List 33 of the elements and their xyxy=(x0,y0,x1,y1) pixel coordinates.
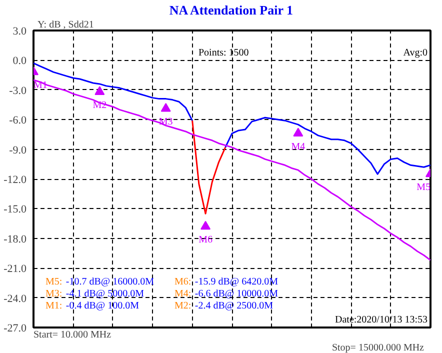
annotation: Points: 1500 xyxy=(198,48,249,58)
annotation: M1: -0.4 dB@ 100.0M xyxy=(46,300,140,312)
y-tick-label: -24.0 xyxy=(4,292,27,305)
annotation: Avg:0 xyxy=(403,48,428,58)
y-tick-label: -21.0 xyxy=(4,263,27,276)
y-tick-label: -18.0 xyxy=(4,233,27,246)
annotation: Date:2020/10/13 13:53 xyxy=(335,314,428,326)
point xyxy=(293,128,304,137)
y-tick-label: -27.0 xyxy=(4,322,27,334)
point xyxy=(94,86,105,95)
y-tick-label: -12.0 xyxy=(4,174,27,186)
data-label: M6 xyxy=(198,234,212,246)
annotation: M3: -4.1 dB@ 5000.0M xyxy=(46,288,144,300)
y-tick-label: -3.0 xyxy=(9,84,27,97)
point xyxy=(160,103,171,112)
text: Stop= 15000.000 MHz xyxy=(332,342,425,353)
text: Start= 10.000 MHz xyxy=(34,330,112,340)
chart-title: NA Attendation Pair 1 xyxy=(169,2,293,18)
y-tick-label: -6.0 xyxy=(9,114,27,127)
annotation: M4: -6.6 dB@ 10000.0M xyxy=(174,288,278,300)
y-axis-title: Y: dB , Sdd21 xyxy=(38,20,94,30)
data-label: M3 xyxy=(158,116,173,128)
annotation: M6: -15.9 dB@ 6420.0M xyxy=(174,276,278,288)
line-series xyxy=(192,120,226,214)
annotation: M2: -2.4 dB@ 2500.0M xyxy=(174,300,274,312)
line-series xyxy=(34,79,430,261)
point xyxy=(200,220,211,230)
annotation: M5: -10.7 dB@ 16000.0M xyxy=(46,276,154,288)
y-tick-label: 3.0 xyxy=(12,26,27,38)
y-tick-label: -9.0 xyxy=(9,144,27,156)
y-tick-label: 0.0 xyxy=(12,55,27,68)
y-tick-label: -15.0 xyxy=(4,204,27,216)
data-label: M4 xyxy=(291,141,306,152)
